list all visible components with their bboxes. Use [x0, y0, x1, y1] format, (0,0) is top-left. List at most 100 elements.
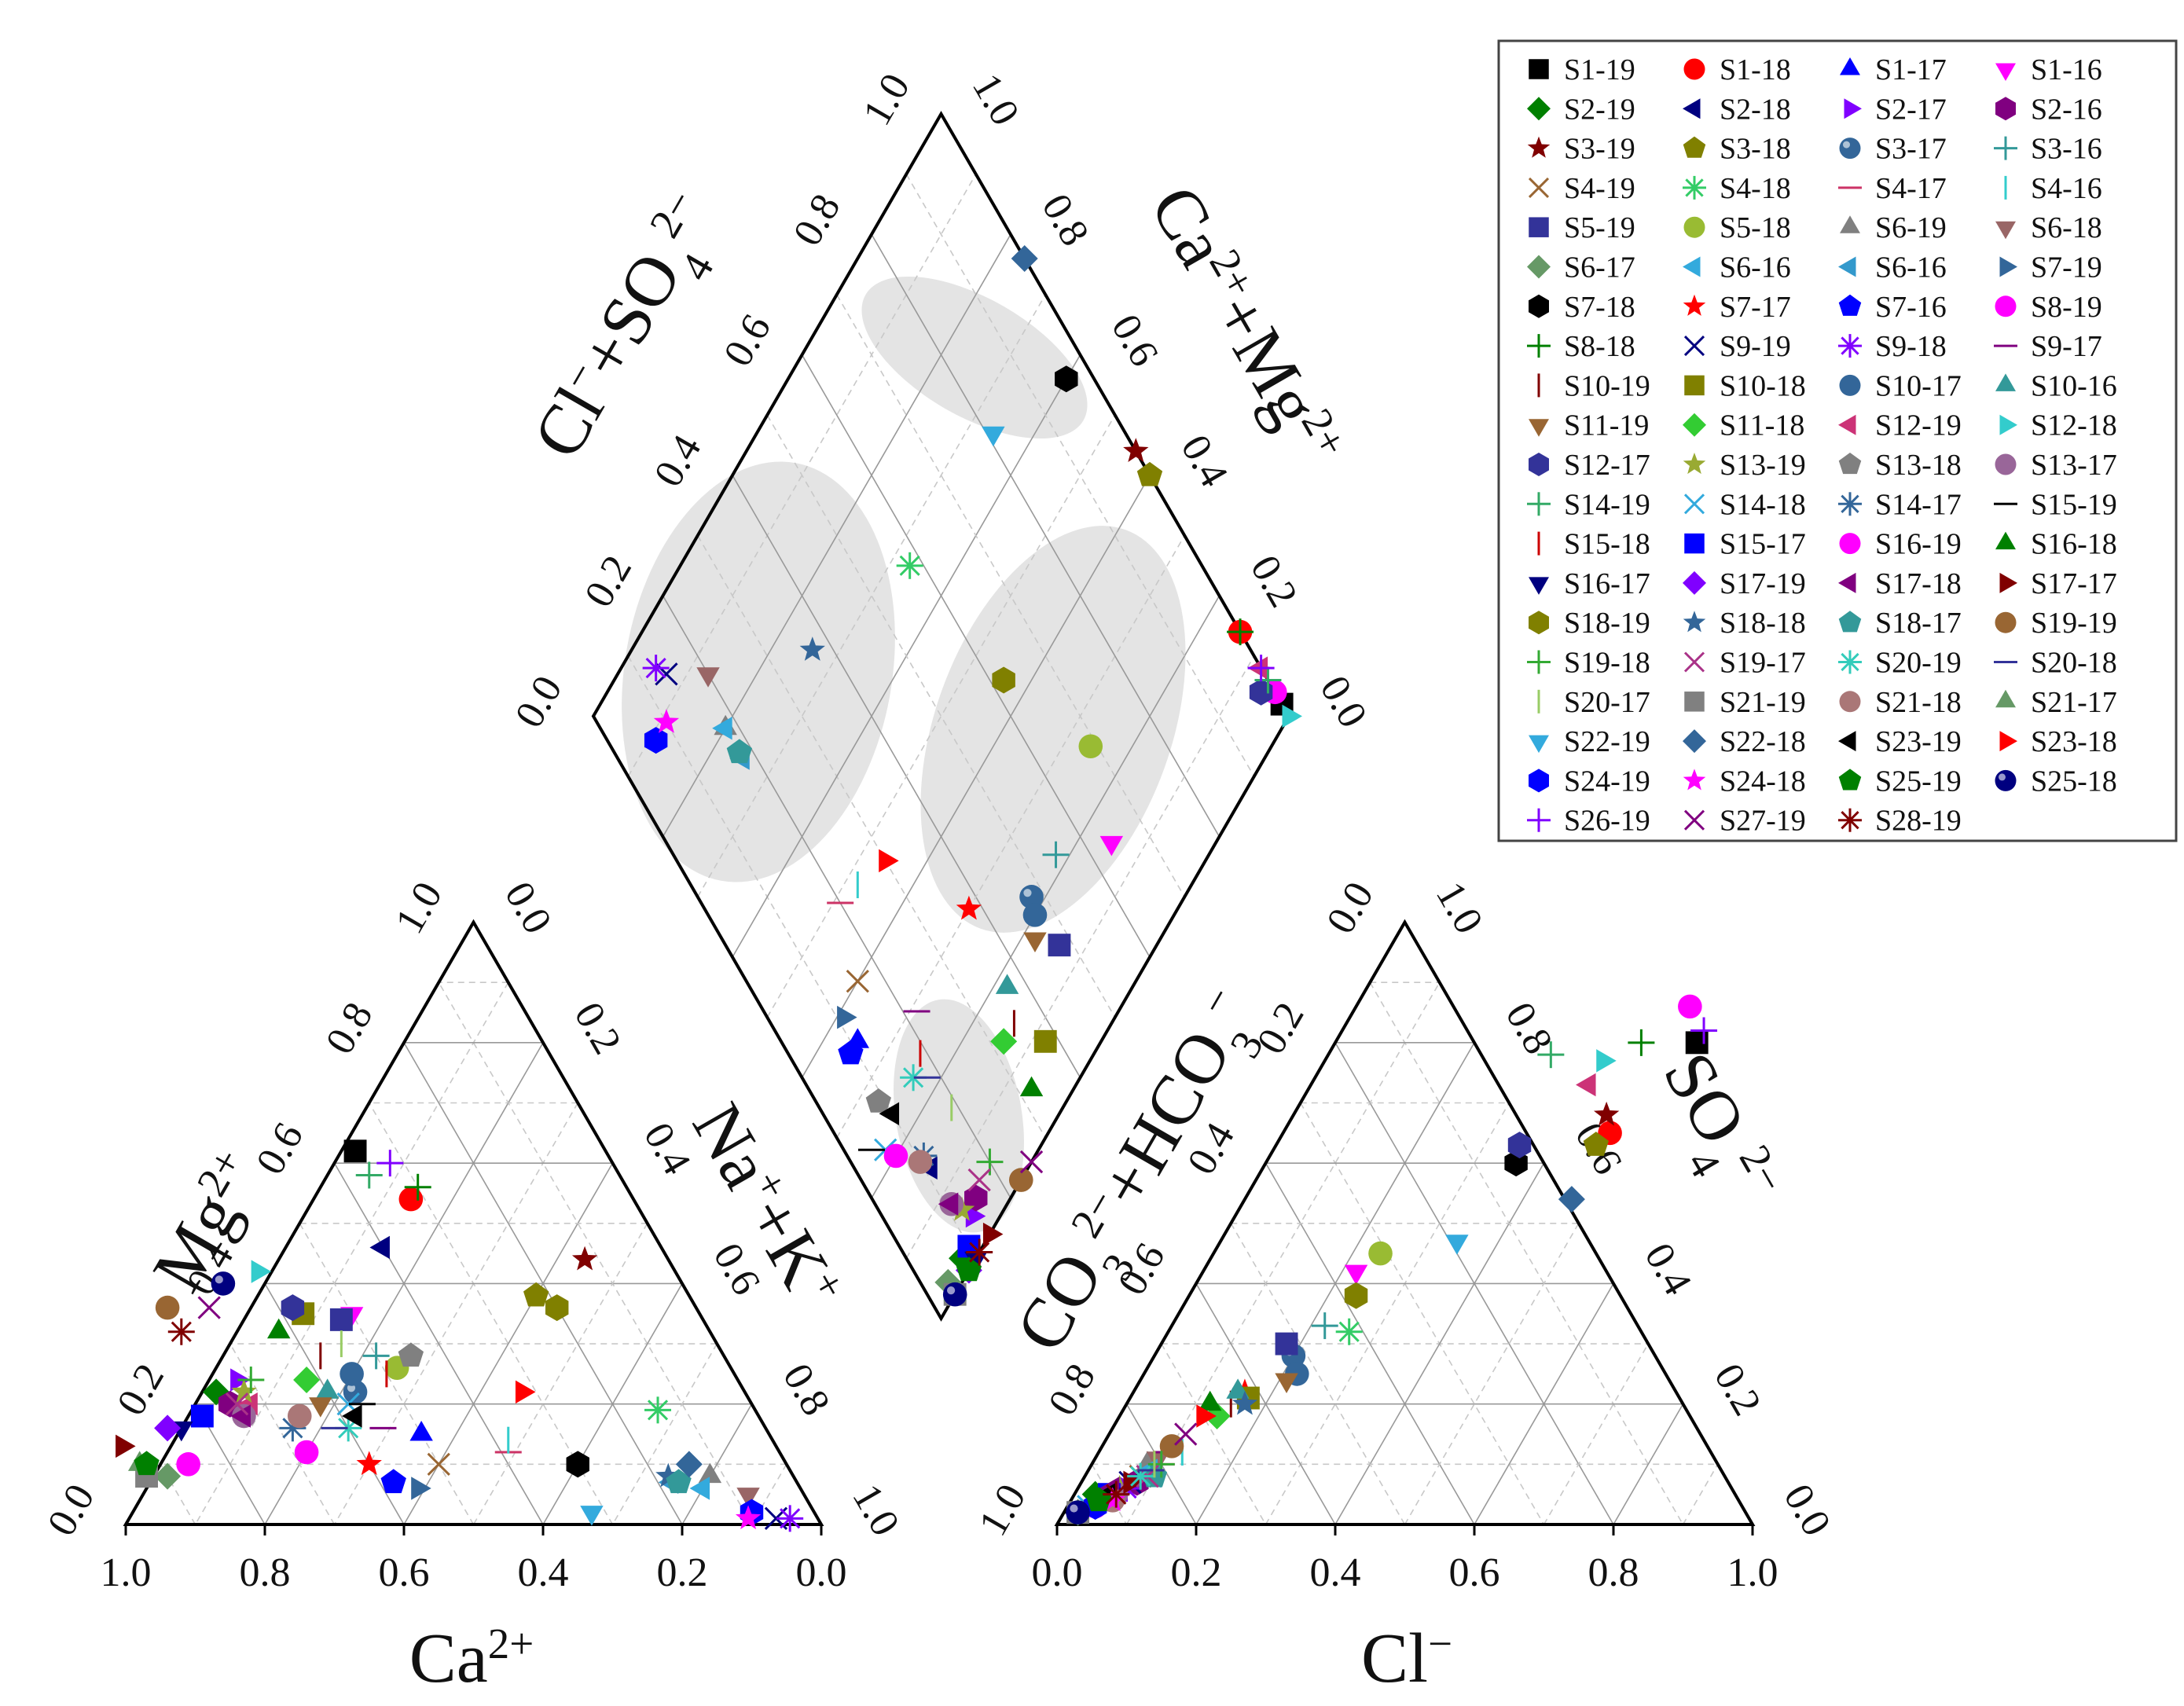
- grid-line: [627, 174, 977, 777]
- marker-shape: [838, 1040, 864, 1065]
- legend-label: S16-19: [1875, 528, 1962, 561]
- marker-shape: [369, 1235, 390, 1260]
- cation-right-tick-label: 0.8: [774, 1356, 839, 1423]
- marker-shape: [281, 1294, 305, 1322]
- legend-marker: [1995, 63, 2016, 81]
- marker-shape: [1995, 453, 2017, 475]
- marker-shape: [1683, 216, 1705, 238]
- marker-shape: [965, 1204, 986, 1228]
- marker-shape: [1022, 903, 1048, 927]
- marker-shape: [266, 1318, 291, 1339]
- legend-marker: [1995, 453, 2017, 475]
- legend-marker: [1839, 533, 1861, 555]
- marker-stroke: [1683, 651, 1705, 673]
- point-s12-17-anion: [1507, 1132, 1532, 1159]
- marker-stroke: [1338, 1321, 1360, 1342]
- point-s3-18-anion: [1583, 1132, 1610, 1156]
- point-s18-18-diamond: [799, 637, 825, 661]
- legend-label: S9-17: [2031, 330, 2102, 363]
- marker-shape: [1838, 414, 1856, 435]
- point-s17-19-cation: [154, 1414, 182, 1442]
- point-s27-19-diamond: [1019, 1150, 1044, 1174]
- point-s6-16-diamond: [712, 717, 732, 740]
- legend-label: S4-16: [2031, 172, 2102, 205]
- marker-shape: [698, 1462, 722, 1484]
- legend-marker: [1683, 493, 1705, 515]
- marker-shape: [287, 1403, 312, 1429]
- marker-shape: [134, 1451, 160, 1476]
- point-s3-16-anion: [1311, 1312, 1338, 1340]
- legend-marker: [1527, 255, 1551, 279]
- legend: S1-19 S1-18 S1-17 S1-16 S2-19 S2-18 S2-17 S2-16…: [1497, 39, 2178, 842]
- marker-shape: [865, 1088, 892, 1113]
- marker-shape: [1995, 97, 2016, 121]
- legend-marker: [1840, 57, 1860, 75]
- legend-label: S18-17: [1875, 607, 1962, 640]
- marker-shape: [1275, 1373, 1298, 1394]
- point-s21-18-cation: [287, 1403, 312, 1429]
- point-s8-19-anion: [1678, 994, 1702, 1019]
- point-s10-17-cation: [340, 1362, 364, 1386]
- marker-shape: [1999, 414, 2017, 435]
- marker-shape: [1011, 244, 1038, 272]
- marker-shape: [1048, 934, 1071, 957]
- grid-line: [1613, 1403, 1684, 1525]
- marker-shape: [315, 1378, 340, 1399]
- marker-shape: [1838, 611, 1862, 633]
- marker-stroke: [645, 658, 666, 679]
- anion-bottom-tick-label: 0.0: [1032, 1550, 1083, 1595]
- marker-highlight: [215, 1275, 223, 1284]
- legend-label: S1-19: [1564, 53, 1635, 86]
- marker-shape: [1136, 461, 1163, 486]
- point-s22-18-anion: [1558, 1186, 1585, 1213]
- point-s19-17-diamond: [967, 1168, 991, 1192]
- legend-marker: [1529, 294, 1549, 318]
- marker-shape: [1527, 255, 1551, 279]
- point-s3-18-cation: [523, 1282, 549, 1307]
- legend-marker: [1838, 453, 1862, 475]
- marker-shape: [1344, 1282, 1368, 1309]
- marker-shape: [696, 667, 720, 688]
- legend-label: S17-17: [2031, 567, 2117, 600]
- grid-line: [681, 1403, 753, 1525]
- point-s6-17-cation: [154, 1462, 182, 1490]
- point-s3-19-diamond: [1123, 438, 1149, 462]
- legend-label: S13-18: [1875, 449, 1962, 482]
- grid-line: [905, 174, 1255, 777]
- point-s5-19-anion: [1275, 1332, 1298, 1356]
- marker-shape: [1066, 1500, 1090, 1524]
- diamond-right-tick-label: 1.0: [964, 66, 1028, 133]
- marker-shape: [1529, 735, 1549, 754]
- marker-shape: [995, 974, 1019, 994]
- marker-stroke: [899, 555, 920, 576]
- grid-line: [1265, 1102, 1510, 1525]
- legend-marker: [1529, 59, 1549, 79]
- point-s25-18-anion: [1066, 1500, 1090, 1524]
- marker-shape: [644, 727, 668, 754]
- marker-shape: [1678, 994, 1702, 1019]
- legend-label: S7-19: [2031, 251, 2102, 284]
- point-s16-18-cation: [266, 1318, 291, 1339]
- point-s17-18-cation: [230, 1404, 251, 1428]
- grid-line: [1195, 1283, 1336, 1525]
- point-s3-19-cation: [571, 1246, 598, 1271]
- point-s17-18-diamond: [938, 1192, 959, 1216]
- legend-marker: [1999, 256, 2017, 277]
- cation-bottom-tick-label: 0.0: [796, 1550, 847, 1595]
- legend-label: S14-19: [1564, 488, 1650, 521]
- point-s8-18-anion: [1628, 1029, 1655, 1056]
- point-s2-16-diamond: [964, 1184, 988, 1212]
- marker-stroke: [1841, 811, 1859, 830]
- grid-line: [1474, 1283, 1614, 1525]
- grid-line: [611, 1343, 718, 1525]
- marker-shape: [956, 1257, 982, 1282]
- legend-label: S1-18: [1720, 53, 1791, 86]
- point-s14-19-diamond: [1254, 666, 1282, 694]
- legend-marker: [1838, 492, 1862, 516]
- legend-label: S26-19: [1564, 805, 1650, 838]
- grid-line: [472, 1223, 648, 1525]
- grid-line: [697, 294, 1046, 897]
- marker-shape: [523, 1282, 549, 1307]
- cation-triangle-frame: [123, 919, 824, 1526]
- legend-label: S24-19: [1564, 765, 1650, 798]
